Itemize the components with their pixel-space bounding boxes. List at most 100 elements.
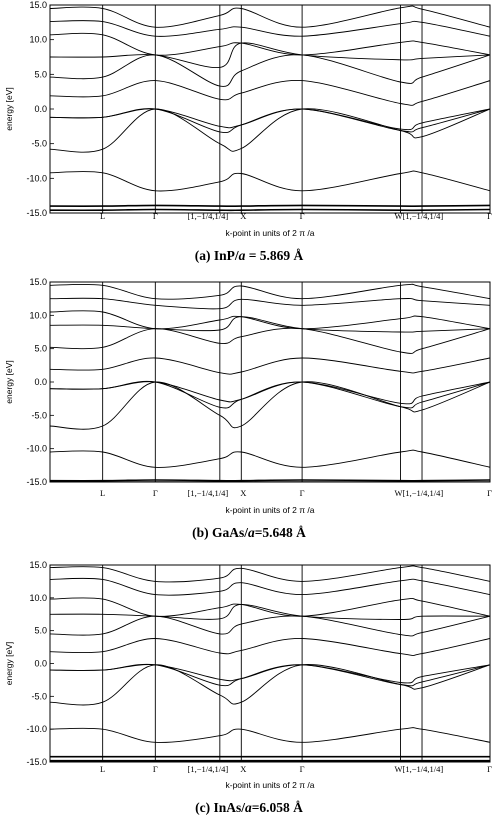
x-tick-label: Γ	[487, 211, 492, 221]
band-line-8	[50, 42, 490, 69]
band-structure-chart-a: 15.0 10.0 5.0 0.0 -5.0 -10.0 -15.0 energy [eV] L…	[4, 0, 492, 238]
x-tick-label: Γ	[300, 764, 305, 774]
band-structure-panel-a: 15.0 10.0 5.0 0.0 -5.0 -10.0 -15.0 energy [eV] L…	[0, 0, 498, 270]
band-line-3	[50, 664, 490, 706]
x-axis-label: k-point in units of 2 π /a	[225, 780, 314, 790]
y-tick-label: -15.0	[26, 757, 47, 767]
band-line-2	[50, 170, 490, 192]
band-line-6	[50, 357, 490, 375]
band-line-2	[50, 727, 490, 743]
caption-letter: (b)	[192, 525, 209, 540]
caption-b: (b) GaAs/a=5.648 Å	[0, 525, 498, 541]
band-line-3	[50, 108, 490, 153]
y-tick-label: -15.0	[26, 208, 47, 218]
caption-material: GaAs/	[211, 525, 248, 540]
band-line-5	[50, 381, 490, 405]
x-tick-label: Γ	[300, 211, 305, 221]
y-tick-label: 15.0	[29, 560, 47, 570]
band-line-5	[50, 108, 490, 131]
x-tick-label: W[1,−1/4,1/4]	[394, 211, 443, 221]
caption-a: (a) InP/a = 5.869 Å	[0, 248, 498, 264]
x-tick-label: L	[100, 764, 105, 774]
y-tick-label: 15.0	[29, 0, 47, 10]
band-line-10	[50, 20, 490, 37]
y-tick-label: 5.0	[34, 344, 47, 354]
band-lines	[50, 5, 490, 212]
y-tick-label: -5.0	[31, 691, 47, 701]
y-tick-label: 15.0	[29, 277, 47, 287]
band-line-9	[50, 32, 490, 56]
band-line-5	[50, 664, 490, 684]
band-line-10	[50, 577, 490, 596]
x-tick-label: L	[100, 211, 105, 221]
y-axis-label: energy [eV]	[4, 87, 14, 130]
y-axis-label: energy [eV]	[4, 360, 14, 403]
x-tick-label: Γ	[153, 764, 158, 774]
x-tick-label: X	[240, 764, 246, 774]
band-line-9	[50, 310, 490, 330]
band-line-10	[50, 297, 490, 310]
y-tick-label: -5.0	[31, 410, 47, 420]
caption-a-symbol: a	[247, 525, 255, 540]
caption-value: =6.058 Å	[251, 800, 303, 815]
caption-letter: (c)	[195, 800, 211, 815]
plot-frame	[49, 4, 491, 214]
x-tick-label: Γ	[153, 211, 158, 221]
y-tick-label: -10.0	[26, 173, 47, 183]
band-line-2	[50, 449, 490, 468]
y-tick-label: 0.0	[34, 659, 47, 669]
x-tick-label: Γ	[300, 488, 305, 498]
band-line-11	[50, 565, 490, 583]
x-tick-label: L	[100, 488, 105, 498]
band-line-4	[50, 380, 490, 409]
caption-material: InP/	[213, 248, 239, 263]
band-line-6	[50, 79, 490, 106]
band-line-3	[50, 381, 490, 430]
y-tick-label: -10.0	[26, 444, 47, 454]
x-tick-label: Γ	[487, 488, 492, 498]
y-tick-label: 5.0	[34, 69, 47, 79]
y-tick-label: 10.0	[29, 35, 47, 45]
band-line-11	[50, 5, 490, 28]
caption-a-symbol: a	[238, 248, 246, 263]
band-line-7	[50, 54, 490, 87]
x-tick-label: [1,−1/4,1/4]	[187, 764, 228, 774]
band-structure-chart-b: 15.0 10.0 5.0 0.0 -5.0 -10.0 -15.0 energy [eV] L…	[4, 277, 492, 515]
x-tick-label: Γ	[487, 764, 492, 774]
y-tick-label: -5.0	[31, 139, 47, 149]
y-axis-label: energy [eV]	[4, 642, 14, 685]
band-line-7	[50, 327, 490, 354]
x-axis-label: k-point in units of 2 π /a	[225, 505, 314, 515]
x-axis-label: k-point in units of 2 π /a	[225, 228, 314, 238]
x-tick-label: X	[240, 211, 246, 221]
band-line-1	[50, 204, 490, 207]
band-structure-panel-b: 15.0 10.0 5.0 0.0 -5.0 -10.0 -15.0 energy [eV] L…	[0, 272, 498, 548]
caption-a-symbol: a	[244, 800, 252, 815]
caption-material: InAs/	[213, 800, 245, 815]
band-structure-panel-c: 15.0 10.0 5.0 0.0 -5.0 -10.0 -15.0 energy [eV] L…	[0, 550, 498, 818]
band-line-4	[50, 663, 490, 687]
y-tick-label: -10.0	[26, 724, 47, 734]
y-tick-label: -15.0	[26, 477, 47, 487]
band-line-6	[50, 638, 490, 656]
caption-value: =5.648 Å	[254, 525, 306, 540]
band-line-0	[50, 208, 490, 212]
y-tick-label: 5.0	[34, 626, 47, 636]
y-tick-label: 10.0	[29, 593, 47, 603]
band-structure-chart-c: 15.0 10.0 5.0 0.0 -5.0 -10.0 -15.0 energy [eV] L…	[4, 560, 492, 790]
x-tick-label: [1,−1/4,1/4]	[187, 488, 228, 498]
band-line-1	[50, 479, 490, 482]
band-lines	[50, 283, 490, 482]
x-tick-label: W[1,−1/4,1/4]	[394, 488, 443, 498]
y-tick-label: 0.0	[34, 377, 47, 387]
band-line-11	[50, 283, 490, 300]
caption-c: (c) InAs/a=6.058 Å	[0, 800, 498, 816]
band-lines	[50, 565, 490, 762]
caption-letter: (a)	[194, 248, 211, 263]
band-line-7	[50, 615, 490, 637]
y-tick-label: 10.0	[29, 310, 47, 320]
caption-value: = 5.869 Å	[245, 248, 304, 263]
band-line-9	[50, 597, 490, 617]
y-tick-label: 0.0	[34, 104, 47, 114]
x-tick-label: X	[240, 488, 246, 498]
